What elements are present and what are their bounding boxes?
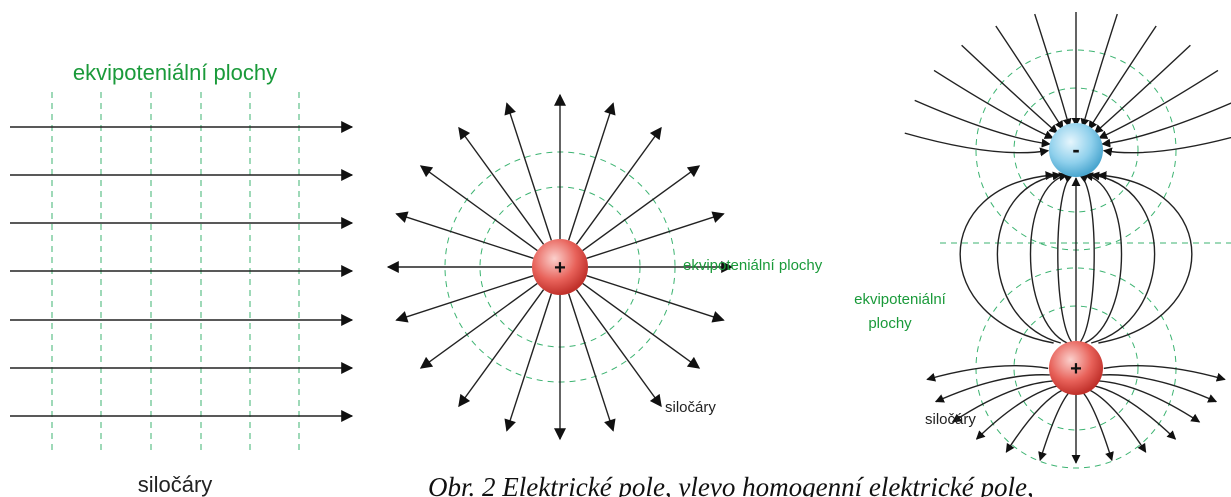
charge-sign: + bbox=[554, 257, 566, 279]
field-line bbox=[396, 214, 533, 258]
field-line bbox=[1080, 175, 1095, 343]
field-line bbox=[1058, 175, 1073, 343]
field-line bbox=[1035, 14, 1070, 127]
field-line bbox=[1083, 14, 1118, 127]
field-line bbox=[1095, 386, 1176, 439]
field-line bbox=[459, 128, 544, 244]
field-line bbox=[997, 175, 1060, 343]
caption: Obr. 2 Elektrické pole, vlevo homogenní … bbox=[428, 472, 1034, 497]
left-title: ekvipoteniální plochy bbox=[73, 60, 277, 85]
field-line bbox=[507, 294, 551, 431]
charge-sign: - bbox=[1072, 137, 1079, 162]
field-line bbox=[1104, 366, 1225, 380]
field-line bbox=[576, 290, 661, 406]
field-line bbox=[1104, 133, 1231, 153]
field-line bbox=[1091, 175, 1154, 343]
field-line bbox=[1102, 100, 1231, 144]
field-line bbox=[421, 283, 537, 368]
field-line bbox=[459, 290, 544, 406]
right-field-label: siločáry bbox=[925, 411, 976, 428]
field-line bbox=[569, 294, 613, 431]
field-line bbox=[977, 386, 1058, 439]
field-line bbox=[421, 166, 537, 251]
field-line bbox=[1083, 392, 1112, 460]
right-equipotential-label: ekvipoteniální bbox=[854, 291, 947, 308]
dipole-field bbox=[905, 12, 1231, 468]
middle-field-label: siločáry bbox=[665, 399, 716, 416]
field-line bbox=[1102, 375, 1216, 402]
field-line bbox=[587, 214, 724, 258]
field-line bbox=[962, 45, 1058, 133]
field-line bbox=[569, 103, 613, 240]
field-line bbox=[1040, 392, 1069, 460]
field-line bbox=[915, 100, 1050, 144]
field-line bbox=[576, 128, 661, 244]
field-line bbox=[583, 283, 699, 368]
field-line bbox=[587, 276, 724, 320]
right-equipotential-label: plochy bbox=[868, 315, 912, 332]
field-line bbox=[507, 103, 551, 240]
field-line bbox=[927, 366, 1048, 380]
field-line bbox=[936, 375, 1050, 402]
charge-sign: + bbox=[1070, 358, 1082, 380]
middle-equipotential-label: ekvipoteniální plochy bbox=[683, 257, 823, 274]
field-line bbox=[583, 166, 699, 251]
diagram: ekvipoteniální plochy siločáry + ekvipot… bbox=[0, 0, 1231, 497]
field-line bbox=[934, 70, 1053, 138]
field-line bbox=[396, 276, 533, 320]
homogeneous-field bbox=[10, 92, 352, 452]
field-line bbox=[1099, 70, 1218, 138]
left-field-label: siločáry bbox=[138, 472, 213, 497]
field-line bbox=[1095, 45, 1191, 133]
